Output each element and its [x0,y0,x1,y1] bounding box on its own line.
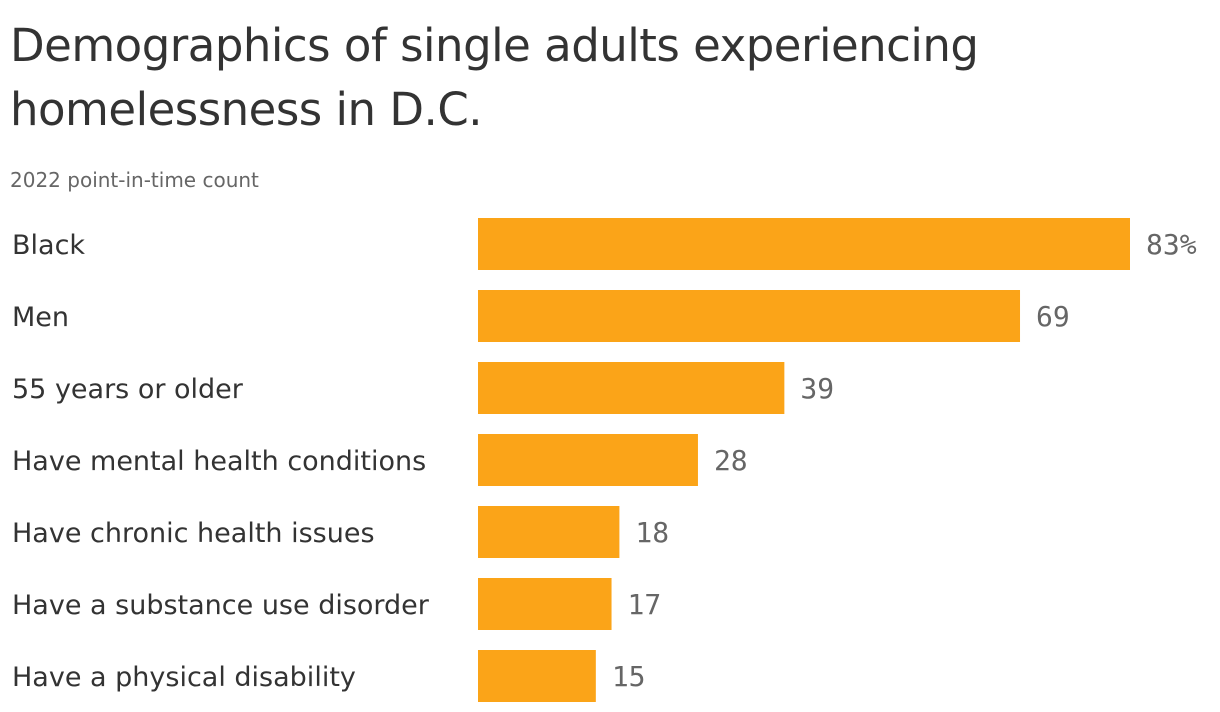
value-label-black: 83% [1146,228,1197,261]
bar-have-mental-health-conditions [478,434,698,486]
bar-have-a-substance-use-disorder [478,578,612,630]
bar-have-chronic-health-issues [478,506,620,558]
value-label-have-a-substance-use-disorder: 17 [628,588,662,621]
category-label-have-a-physical-disability: Have a physical disability [12,662,356,693]
bar-black [478,218,1130,270]
category-label-men: Men [12,302,69,333]
bar-have-a-physical-disability [478,650,596,702]
value-label-men: 69 [1036,300,1070,333]
category-label-have-chronic-health-issues: Have chronic health issues [12,518,375,549]
category-label-have-mental-health-conditions: Have mental health conditions [12,446,426,477]
category-label-55-years-or-older: 55 years or older [12,374,244,405]
value-label-have-chronic-health-issues: 18 [635,516,669,549]
value-label-have-a-physical-disability: 15 [612,660,646,693]
value-label-55-years-or-older: 39 [800,372,834,405]
bar-men [478,290,1021,342]
chart-title: Demographics of single adults experienci… [10,19,979,136]
chart-subtitle: 2022 point-in-time count [10,168,259,192]
category-label-black: Black [12,230,85,261]
bar-55-years-or-older [478,362,785,414]
category-label-have-a-substance-use-disorder: Have a substance use disorder [12,590,430,621]
value-label-have-mental-health-conditions: 28 [714,444,748,477]
